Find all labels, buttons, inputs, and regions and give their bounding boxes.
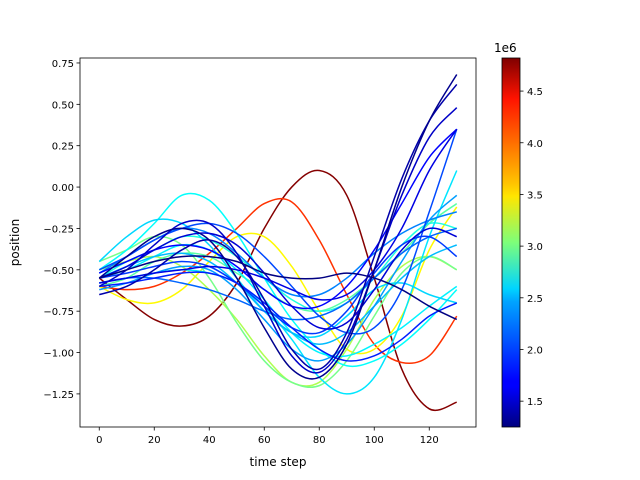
x-axis-label: time step — [250, 455, 307, 469]
y-tick-label: −0.25 — [43, 224, 74, 235]
y-tick-label: −0.50 — [43, 266, 74, 277]
x-tick-label: 0 — [96, 435, 102, 446]
colorbar-tick-label: 3.5 — [527, 190, 543, 201]
x-tick-label: 80 — [313, 435, 326, 446]
x-tick-label: 40 — [203, 435, 216, 446]
y-axis-label: position — [8, 219, 22, 267]
series-line-12 — [98, 244, 458, 346]
series-line-16 — [98, 128, 458, 335]
colorbar-tick-label: 3.0 — [527, 242, 543, 253]
series-line-25 — [99, 255, 458, 321]
series-line-2 — [99, 197, 458, 365]
series-line-5 — [98, 235, 458, 389]
series-line-1 — [98, 169, 458, 411]
series-line-20 — [99, 128, 458, 301]
x-tick-label: 120 — [420, 435, 439, 446]
colorbar-frame — [501, 57, 521, 428]
plot-frame — [79, 57, 477, 428]
colorbar-tick-label: 2.5 — [527, 294, 543, 305]
y-tick-label: 0.25 — [52, 142, 74, 153]
series-line-17 — [99, 235, 458, 335]
colorbar-tick-label: 4.0 — [527, 139, 543, 150]
y-tick-label: −0.75 — [43, 307, 74, 318]
colorbar: 1.5 2.0 2.5 3.0 3.5 4.0 4.5 1e6 — [494, 41, 543, 428]
series-line-21 — [98, 227, 458, 330]
x-tick-label: 100 — [365, 435, 384, 446]
series-line-23 — [99, 84, 458, 371]
x-tick-label: 60 — [258, 435, 271, 446]
colorbar-offset-label: 1e6 — [494, 41, 517, 55]
series-line-24 — [98, 74, 458, 380]
y-tick-label: 0.00 — [52, 183, 74, 194]
x-axis: 0 20 40 60 80 100 120 — [96, 427, 439, 446]
y-tick-label: 0.75 — [52, 59, 74, 70]
series-line-4 — [99, 255, 458, 387]
colorbar-tick-label: 4.5 — [527, 87, 543, 98]
x-tick-label: 20 — [148, 435, 161, 446]
plot-area — [79, 57, 477, 428]
y-tick-label: 0.50 — [52, 100, 74, 111]
y-tick-label: −1.25 — [43, 390, 74, 401]
series-line-18 — [99, 271, 458, 362]
series-line-3 — [98, 206, 458, 355]
colorbar-tick-label: 1.5 — [527, 397, 543, 408]
colorbar-tick-label: 2.0 — [527, 345, 543, 356]
series-line-22 — [98, 107, 458, 374]
colorbar-ticks: 1.5 2.0 2.5 3.0 3.5 4.0 4.5 — [520, 87, 543, 408]
y-tick-label: −1.00 — [43, 349, 74, 360]
colorbar-gradient — [502, 58, 520, 427]
y-axis: 0.75 0.50 0.25 0.00 −0.25 −0.50 −0.75 −1.00 −1.2… — [43, 59, 80, 401]
series-lines — [98, 74, 458, 411]
